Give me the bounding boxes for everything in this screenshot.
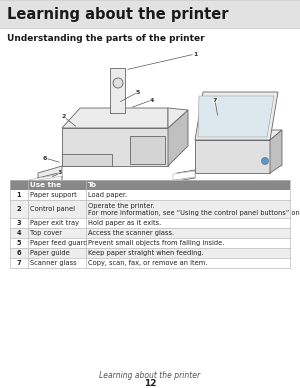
Text: Understanding the parts of the printer: Understanding the parts of the printer — [7, 34, 205, 43]
Bar — [10, 238, 290, 248]
Bar — [10, 258, 290, 268]
Text: 12: 12 — [144, 379, 156, 388]
Polygon shape — [173, 171, 195, 180]
Text: Access the scanner glass.: Access the scanner glass. — [88, 230, 174, 236]
Text: Load paper.: Load paper. — [88, 192, 127, 198]
Polygon shape — [168, 110, 188, 166]
Text: Prevent small objects from falling inside.: Prevent small objects from falling insid… — [88, 240, 224, 246]
Circle shape — [146, 151, 154, 159]
Polygon shape — [38, 166, 62, 184]
Text: 7: 7 — [17, 260, 21, 266]
Text: For more information, see “Using the control panel buttons” on page 14.: For more information, see “Using the con… — [88, 210, 300, 216]
Text: Paper guide: Paper guide — [30, 250, 70, 256]
Polygon shape — [62, 108, 168, 128]
Polygon shape — [62, 128, 168, 166]
Text: Paper support: Paper support — [30, 192, 77, 198]
Polygon shape — [195, 140, 270, 173]
Text: 3: 3 — [17, 220, 21, 226]
Text: Keep paper straight when feeding.: Keep paper straight when feeding. — [88, 250, 204, 256]
Polygon shape — [38, 172, 62, 187]
Text: To: To — [88, 182, 97, 188]
Bar — [0, 0, 300, 28]
Text: 5: 5 — [136, 90, 140, 95]
Text: 5: 5 — [17, 240, 21, 246]
Polygon shape — [168, 108, 188, 128]
Text: Learning about the printer: Learning about the printer — [99, 371, 201, 379]
Bar — [10, 200, 290, 218]
Bar — [10, 180, 290, 190]
Text: Use the: Use the — [30, 182, 61, 188]
Text: 7: 7 — [213, 97, 217, 102]
Text: Hold paper as it exits.: Hold paper as it exits. — [88, 220, 161, 226]
Text: 2: 2 — [17, 206, 21, 212]
Text: 1: 1 — [193, 52, 197, 57]
Polygon shape — [110, 68, 125, 113]
Polygon shape — [28, 174, 62, 182]
Text: 1: 1 — [17, 192, 21, 198]
Polygon shape — [198, 96, 274, 137]
Text: Copy, scan, fax, or remove an item.: Copy, scan, fax, or remove an item. — [88, 260, 207, 266]
Circle shape — [262, 158, 268, 165]
Circle shape — [113, 78, 123, 88]
Bar — [130, 136, 165, 164]
Text: Control panel: Control panel — [30, 206, 75, 212]
Text: Paper exit tray: Paper exit tray — [30, 220, 79, 226]
Bar — [10, 218, 290, 228]
Text: Paper feed guard: Paper feed guard — [30, 240, 88, 246]
Text: Top cover: Top cover — [30, 230, 62, 236]
Text: 4: 4 — [150, 97, 154, 102]
Text: Learning about the printer: Learning about the printer — [7, 7, 229, 21]
Text: Scanner glass: Scanner glass — [30, 260, 76, 266]
Polygon shape — [195, 92, 278, 140]
Text: 4: 4 — [17, 230, 21, 236]
Text: 3: 3 — [58, 170, 62, 175]
Polygon shape — [195, 130, 282, 140]
Bar — [10, 190, 290, 200]
Polygon shape — [270, 130, 282, 173]
Bar — [10, 228, 290, 238]
Polygon shape — [177, 170, 195, 181]
Text: 2: 2 — [62, 114, 66, 120]
Text: 6: 6 — [43, 156, 47, 161]
Text: 6: 6 — [17, 250, 21, 256]
Bar — [10, 248, 290, 258]
Text: Operate the printer.: Operate the printer. — [88, 203, 154, 209]
Bar — [62, 154, 112, 166]
